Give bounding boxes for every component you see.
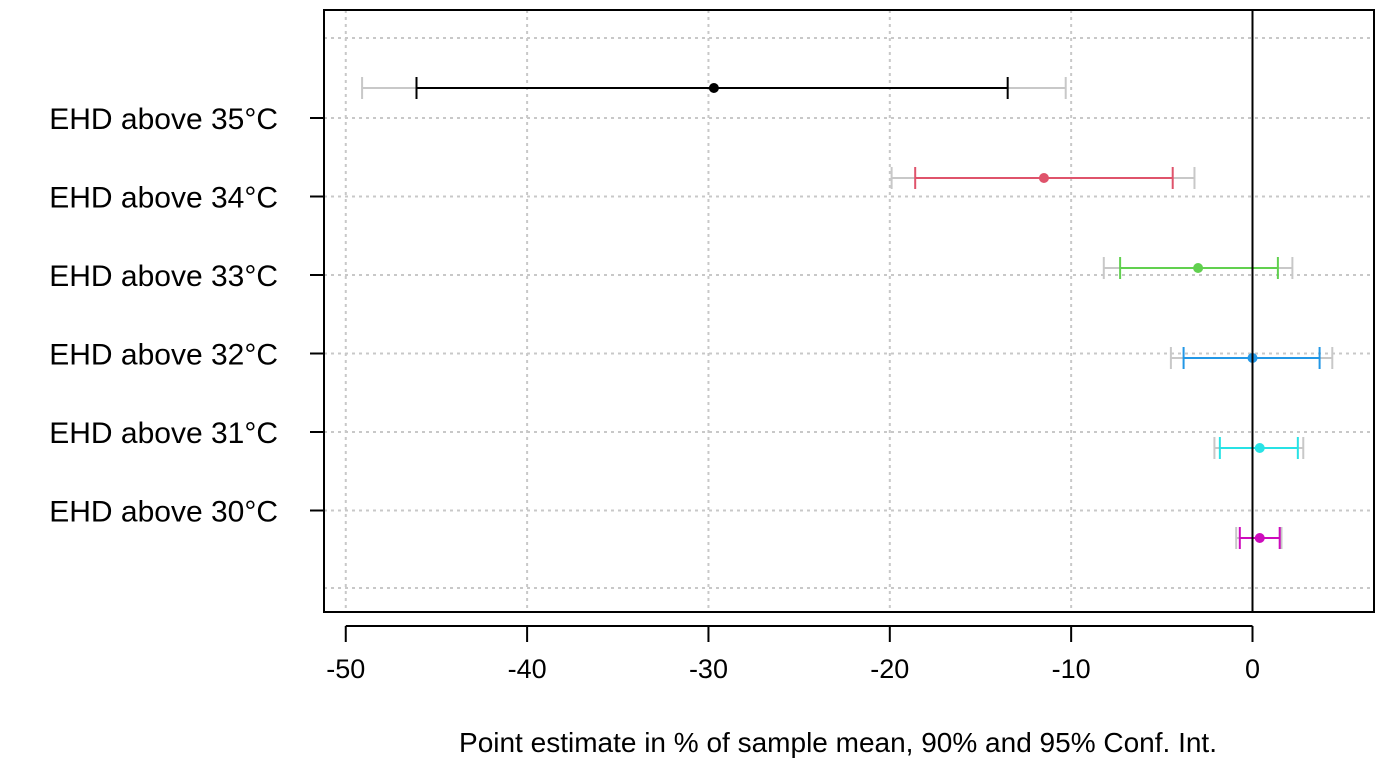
point-estimate [1254,443,1265,453]
series-row [1235,527,1283,549]
x-tick-label: -50 [326,654,365,684]
point-estimate [1038,173,1049,183]
x-tick-label: 0 [1245,654,1260,684]
point-estimate [708,83,719,93]
point-estimate [1254,533,1265,543]
x-tick-label: -20 [870,654,909,684]
series-layer [361,77,1334,549]
y-tick-label: EHD above 30°C [49,496,278,529]
x-axis: -50 -40 -30 -20 -10 0 [326,625,1260,684]
point-estimate [1193,263,1204,273]
series-row [1102,257,1294,279]
y-tick-label: EHD above 35°C [49,103,278,136]
x-tick-label: -30 [689,654,728,684]
x-axis-title: Point estimate in % of sample mean, 90% … [459,727,1217,758]
y-axis: EHD above 35°C EHD above 34°C EHD above 33… [49,103,324,529]
y-tick-label: EHD above 32°C [49,339,278,372]
y-tick-label: EHD above 33°C [49,260,278,293]
x-tick-label: -40 [508,654,547,684]
y-tick-label: EHD above 34°C [49,182,278,215]
series-row [890,167,1196,189]
series-row [361,77,1067,99]
grid-lines [324,10,1374,612]
plot-frame [323,9,1375,613]
y-tick-label: EHD above 31°C [49,417,278,450]
series-row [1213,437,1305,459]
x-tick-label: -10 [1052,654,1091,684]
